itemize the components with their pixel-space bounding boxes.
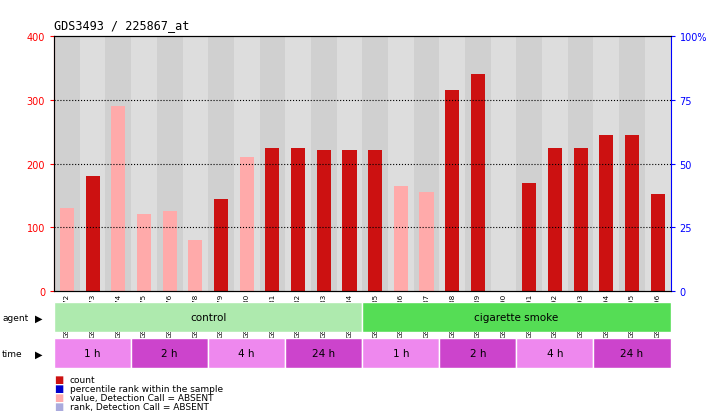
Bar [625,135,639,291]
Bar [439,37,465,291]
Bar [208,37,234,291]
Bar [188,240,203,291]
Bar [234,37,260,291]
Text: ▶: ▶ [35,313,42,323]
Bar [337,37,362,291]
Bar [54,37,80,291]
Text: 24 h: 24 h [621,349,644,358]
Bar [291,148,305,291]
Bar [465,37,491,291]
Bar [414,37,439,291]
Bar [420,193,433,291]
Bar [599,135,614,291]
Text: ▶: ▶ [35,349,42,358]
Bar [163,212,177,291]
Bar [650,195,665,291]
Bar [567,37,593,291]
Bar [445,91,459,291]
Bar [362,339,439,368]
Bar [522,183,536,291]
Text: control: control [190,313,226,323]
Bar [516,37,542,291]
Text: 24 h: 24 h [312,349,335,358]
Bar [516,339,593,368]
Bar [388,37,414,291]
Bar [260,37,286,291]
Bar [645,37,671,291]
Bar [131,339,208,368]
Bar [156,37,182,291]
Bar [342,150,356,291]
Bar [111,107,125,291]
Bar [439,339,516,368]
Bar [548,148,562,291]
Text: count: count [70,375,96,384]
Text: time: time [2,349,23,358]
Bar [105,37,131,291]
Bar [362,37,388,291]
Bar [54,339,131,368]
Bar [265,148,280,291]
Text: 4 h: 4 h [547,349,563,358]
Text: 1 h: 1 h [84,349,101,358]
Bar [214,199,228,291]
Bar [471,75,485,291]
Text: rank, Detection Call = ABSENT: rank, Detection Call = ABSENT [70,402,209,411]
Text: ■: ■ [54,374,63,384]
Text: 2 h: 2 h [162,349,178,358]
Text: ■: ■ [54,401,63,411]
Bar [574,148,588,291]
Bar [286,339,362,368]
Bar [208,339,286,368]
Bar [317,150,331,291]
Text: value, Detection Call = ABSENT: value, Detection Call = ABSENT [70,393,213,402]
Text: ■: ■ [54,383,63,393]
Text: agent: agent [2,313,28,322]
Bar [542,37,567,291]
Text: percentile rank within the sample: percentile rank within the sample [70,384,223,393]
Bar [182,37,208,291]
Text: ■: ■ [54,392,63,402]
Bar [131,37,156,291]
Bar [80,37,105,291]
Bar [239,158,254,291]
Text: GDS3493 / 225867_at: GDS3493 / 225867_at [54,19,190,31]
Bar [60,209,74,291]
Bar [394,186,408,291]
Text: cigarette smoke: cigarette smoke [474,313,559,323]
Bar [491,37,516,291]
Bar [137,215,151,291]
Text: 1 h: 1 h [392,349,409,358]
Bar [286,37,311,291]
Bar [368,150,382,291]
Bar [593,339,671,368]
Text: 2 h: 2 h [469,349,486,358]
Bar [362,303,671,332]
Bar [54,303,362,332]
Bar [619,37,645,291]
Bar [86,177,99,291]
Text: 4 h: 4 h [239,349,255,358]
Bar [593,37,619,291]
Bar [311,37,337,291]
